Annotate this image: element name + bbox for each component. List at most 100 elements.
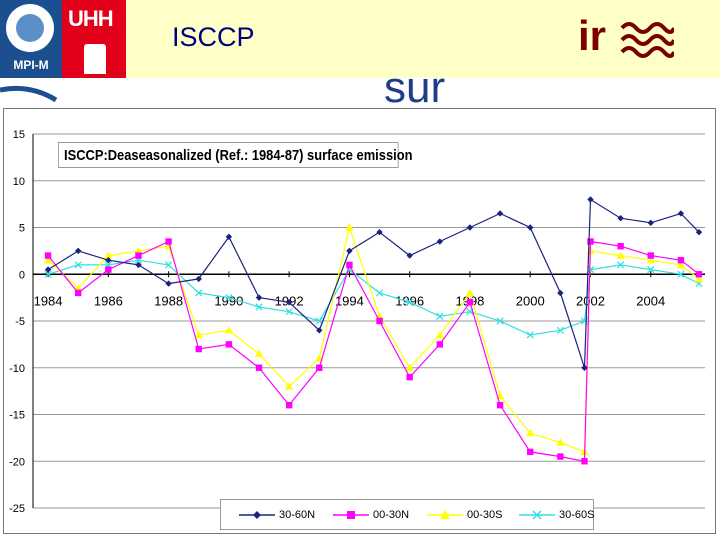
data-point-00-30S (646, 256, 655, 264)
data-point-30-60N (466, 224, 474, 231)
data-point-30-60S (436, 312, 444, 320)
x-tick-label: 1994 (335, 293, 364, 308)
data-point-00-30S (405, 363, 414, 371)
data-point-30-60N (647, 219, 654, 227)
data-point-30-60N (135, 261, 142, 269)
data-point-30-60N (677, 210, 685, 217)
legend-swatch (333, 511, 369, 519)
chart-legend: 30-60N 00-30N 00-30S 30-60S (220, 499, 594, 530)
data-point-00-30N (557, 453, 564, 460)
data-point-30-60S (677, 270, 685, 278)
data-point-00-30N (677, 257, 685, 264)
x-tick-label: 1984 (34, 293, 63, 308)
data-point-30-60N (165, 280, 172, 287)
data-point-00-30S (284, 382, 294, 390)
mpim-logo: MPI-M (0, 0, 62, 78)
legend-label: 00-30N (373, 509, 410, 521)
data-point-00-30S (224, 326, 234, 334)
y-tick-label: 5 (19, 223, 25, 235)
data-point-00-30N (376, 317, 383, 325)
data-point-00-30S (43, 256, 53, 264)
data-point-30-60N (587, 196, 594, 203)
data-point-00-30S (194, 330, 203, 339)
data-point-00-30N (617, 243, 624, 250)
data-point-30-60N (255, 294, 263, 301)
data-point-30-60N (527, 224, 534, 231)
line-chart: 151050-5-10-15-20-2519841986198819901992… (9, 129, 705, 515)
series-line-30-60S (47, 259, 700, 336)
data-point-30-60S (255, 303, 263, 311)
series-line-30-60N (47, 198, 700, 368)
data-point-00-30N (346, 261, 353, 269)
data-point-00-30N (695, 271, 703, 278)
data-point-00-30N (406, 373, 413, 381)
legend-swatch (427, 510, 463, 519)
data-point-30-60S (647, 265, 655, 274)
data-point-30-60N (617, 214, 624, 222)
y-tick-label: -15 (9, 410, 25, 422)
x-tick-label: 2004 (636, 293, 665, 308)
data-point-30-60S (195, 289, 203, 297)
data-point-00-30N (44, 252, 52, 259)
data-point-30-60N (225, 233, 233, 241)
slide-subtitle: sur (384, 66, 446, 104)
data-point-30-60S (526, 331, 534, 339)
data-point-30-60S (496, 317, 504, 325)
y-tick-label: 15 (13, 129, 25, 141)
data-point-00-30N (587, 238, 594, 245)
y-tick-label: -25 (9, 503, 25, 515)
y-tick-label: -10 (9, 363, 25, 375)
data-point-00-30S (694, 274, 704, 283)
wave-icon (620, 22, 674, 58)
y-tick-label: -20 (9, 456, 25, 468)
y-tick-label: -5 (15, 316, 25, 328)
data-point-00-30S (254, 349, 264, 357)
data-point-30-60S (164, 261, 173, 269)
data-point-00-30S (134, 246, 143, 255)
data-point-30-60S (74, 261, 82, 269)
data-point-00-30N (105, 266, 112, 273)
data-point-00-30N (165, 238, 172, 245)
slide-title-left: ISCCP (172, 22, 255, 52)
legend-label: 30-60S (559, 509, 595, 521)
data-point-30-60N (581, 364, 588, 371)
data-point-30-60N (406, 252, 413, 259)
legend-label: 30-60N (279, 509, 316, 521)
y-tick-label: 10 (13, 176, 25, 188)
data-point-00-30S (526, 429, 535, 437)
data-point-30-60N (44, 266, 52, 273)
data-point-00-30S (676, 260, 686, 269)
series-line-00-30S (47, 225, 700, 453)
mpim-logo-label: MPI-M (13, 58, 49, 72)
x-tick-label: 2000 (516, 293, 545, 308)
legend-swatch (519, 510, 555, 520)
data-point-00-30N (581, 458, 588, 465)
chart-title: ISCCP:Deaseasonalized (Ref.: 1984-87) su… (58, 142, 412, 168)
data-point-00-30N (285, 401, 293, 409)
data-point-30-60N (195, 275, 202, 283)
data-point-00-30S (616, 251, 625, 259)
x-tick-label: 1986 (94, 293, 123, 308)
data-point-00-30S (465, 288, 475, 297)
series-line-00-30N (47, 240, 700, 463)
data-point-30-60N (316, 327, 323, 334)
data-point-00-30S (104, 251, 113, 259)
x-tick-label: 1988 (154, 293, 183, 308)
data-point-00-30S (435, 330, 445, 339)
data-point-00-30N (135, 252, 142, 259)
data-point-30-60S (285, 307, 293, 316)
data-point-30-60S (44, 270, 52, 278)
data-point-00-30N (466, 299, 474, 306)
data-point-00-30N (225, 341, 233, 348)
data-point-30-60N (557, 289, 564, 297)
decorative-swoosh (0, 85, 58, 103)
data-point-00-30S (556, 438, 565, 446)
castle-icon (84, 44, 106, 74)
data-point-00-30N (195, 345, 202, 353)
data-point-00-30N (316, 364, 323, 371)
data-point-30-60N (695, 228, 703, 236)
data-point-30-60S (556, 326, 565, 335)
data-point-00-30N (436, 341, 444, 348)
data-point-00-30N (255, 364, 263, 371)
data-point-30-60N (105, 257, 112, 264)
